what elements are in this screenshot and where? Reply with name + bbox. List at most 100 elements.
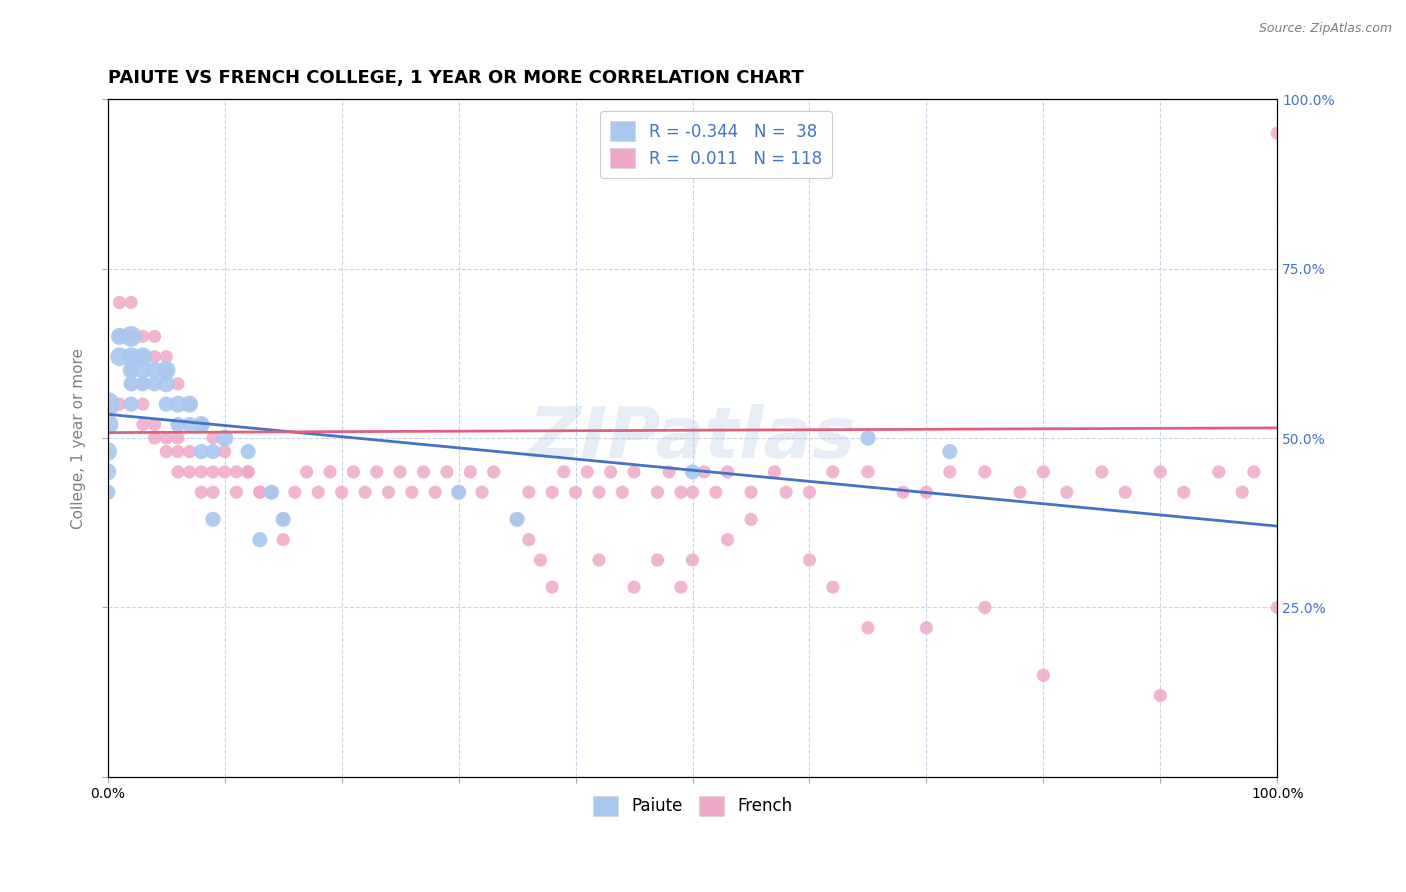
Point <box>939 444 962 458</box>
Point <box>412 465 434 479</box>
Point <box>214 431 236 445</box>
Point <box>447 485 470 500</box>
Point <box>143 376 166 391</box>
Point <box>167 465 190 479</box>
Point <box>389 465 412 479</box>
Point <box>249 533 271 547</box>
Point <box>120 363 142 377</box>
Point <box>132 363 155 377</box>
Point <box>658 465 681 479</box>
Point <box>401 485 423 500</box>
Point <box>155 376 177 391</box>
Point <box>260 485 283 500</box>
Point <box>1173 485 1195 500</box>
Point <box>541 580 564 594</box>
Point <box>132 350 155 364</box>
Point <box>236 444 259 458</box>
Point <box>354 485 377 500</box>
Point <box>132 417 155 432</box>
Point <box>529 553 551 567</box>
Point <box>1149 689 1171 703</box>
Point <box>717 465 740 479</box>
Point <box>271 512 294 526</box>
Point <box>623 465 645 479</box>
Point <box>447 485 470 500</box>
Point <box>1149 465 1171 479</box>
Point <box>576 465 599 479</box>
Point <box>202 444 225 458</box>
Point <box>821 580 844 594</box>
Point <box>763 465 786 479</box>
Point <box>190 444 212 458</box>
Point <box>682 485 704 500</box>
Point <box>97 444 120 458</box>
Point <box>260 485 283 500</box>
Point <box>740 485 762 500</box>
Point <box>856 621 879 635</box>
Point <box>179 397 201 411</box>
Point <box>260 485 283 500</box>
Point <box>517 533 540 547</box>
Point <box>108 397 131 411</box>
Point <box>97 397 120 411</box>
Point <box>599 465 621 479</box>
Point <box>342 465 364 479</box>
Point <box>271 533 294 547</box>
Point <box>295 465 318 479</box>
Point <box>471 485 494 500</box>
Point <box>799 485 821 500</box>
Point <box>856 431 879 445</box>
Point <box>647 485 669 500</box>
Point <box>132 350 155 364</box>
Point <box>693 465 716 479</box>
Point <box>132 397 155 411</box>
Point <box>132 329 155 343</box>
Point <box>190 417 212 432</box>
Point <box>155 363 177 377</box>
Point <box>682 465 704 479</box>
Point <box>190 417 212 432</box>
Point <box>271 512 294 526</box>
Point <box>1056 485 1078 500</box>
Point <box>249 485 271 500</box>
Text: Source: ZipAtlas.com: Source: ZipAtlas.com <box>1258 22 1392 36</box>
Point <box>1032 465 1054 479</box>
Point <box>856 465 879 479</box>
Point <box>425 485 447 500</box>
Point <box>214 444 236 458</box>
Point <box>377 485 399 500</box>
Point <box>517 485 540 500</box>
Point <box>179 465 201 479</box>
Point <box>132 376 155 391</box>
Point <box>704 485 727 500</box>
Point <box>506 512 529 526</box>
Point <box>939 465 962 479</box>
Point <box>143 431 166 445</box>
Point <box>202 485 225 500</box>
Point <box>553 465 575 479</box>
Point <box>564 485 586 500</box>
Point <box>97 465 120 479</box>
Point <box>775 485 797 500</box>
Point <box>167 444 190 458</box>
Point <box>120 397 142 411</box>
Point <box>669 580 692 594</box>
Point <box>155 363 177 377</box>
Text: PAIUTE VS FRENCH COLLEGE, 1 YEAR OR MORE CORRELATION CHART: PAIUTE VS FRENCH COLLEGE, 1 YEAR OR MORE… <box>108 69 803 87</box>
Point <box>167 417 190 432</box>
Point <box>366 465 388 479</box>
Point <box>143 350 166 364</box>
Point <box>1032 668 1054 682</box>
Point <box>97 417 120 432</box>
Point <box>120 363 142 377</box>
Y-axis label: College, 1 year or more: College, 1 year or more <box>72 348 86 529</box>
Point <box>120 350 142 364</box>
Point <box>179 417 201 432</box>
Point <box>202 431 225 445</box>
Point <box>97 485 120 500</box>
Point <box>1243 465 1265 479</box>
Point <box>1230 485 1253 500</box>
Point <box>167 431 190 445</box>
Point <box>973 600 995 615</box>
Point <box>202 465 225 479</box>
